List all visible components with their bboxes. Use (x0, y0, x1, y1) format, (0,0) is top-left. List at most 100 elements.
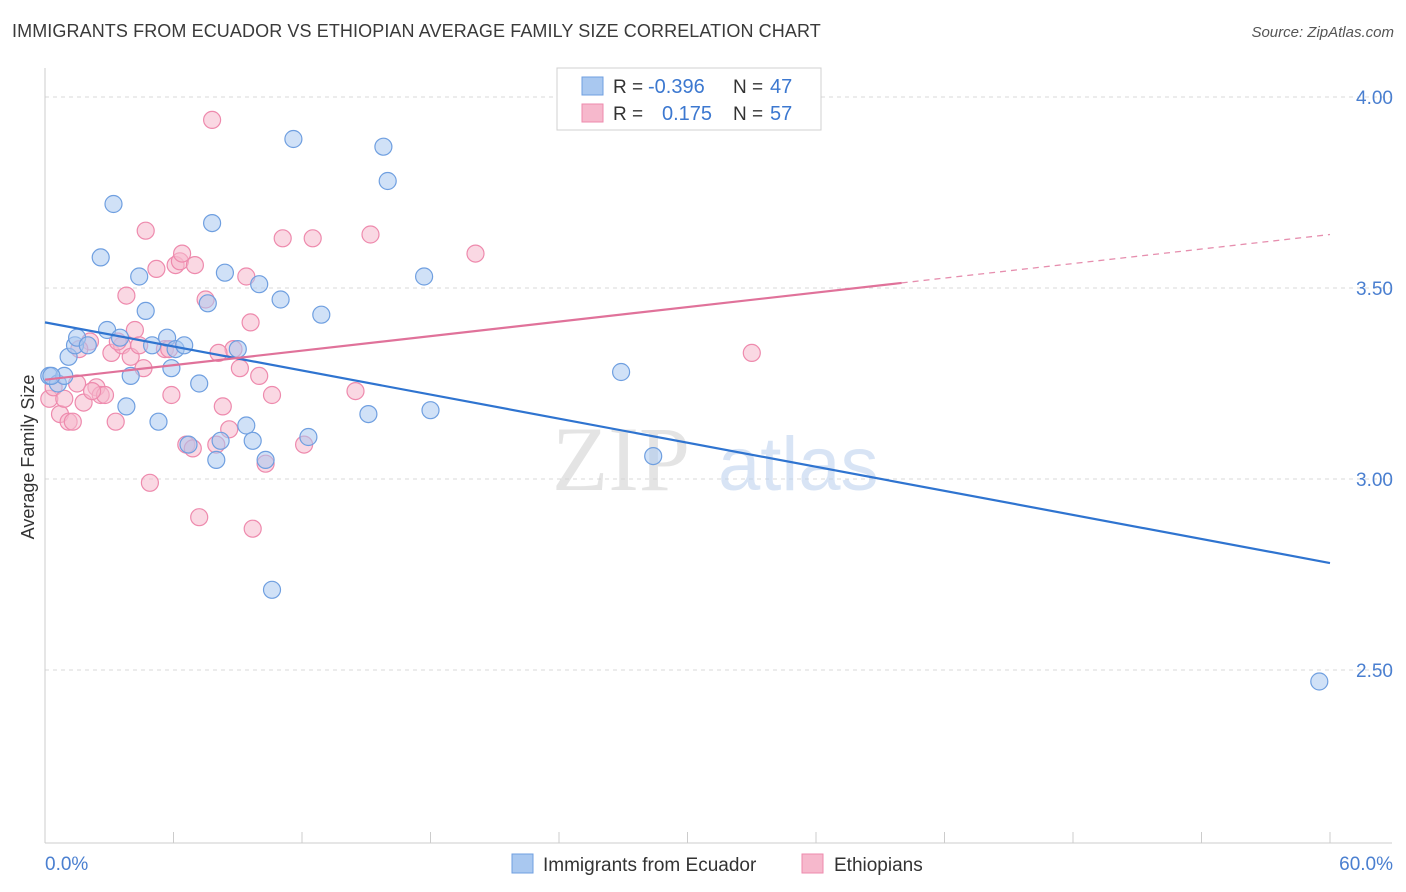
point-ethiopians (273, 229, 292, 248)
point-ethiopians (173, 244, 192, 263)
bottom-legend-swatch-ethiopians (801, 853, 824, 874)
x-tick-label: 0.0% (45, 854, 88, 875)
point-ethiopians (230, 359, 249, 378)
y-tick-label: 3.50 (1356, 279, 1393, 300)
watermark-zip: ZIP (552, 408, 690, 510)
bottom-legend-swatch-ecuador (511, 853, 534, 874)
point-ethiopians (361, 225, 380, 244)
legend-r-value-ecuador: -0.396 (648, 76, 705, 98)
point-ecuador (271, 290, 290, 309)
point-ecuador (299, 427, 318, 447)
correlation-legend: R = -0.396 N = 47 R = 0.175 N = 57 (556, 67, 822, 131)
point-ecuador (378, 171, 397, 191)
point-ethiopians (82, 382, 102, 401)
point-ethiopians (190, 508, 209, 527)
point-ecuador (415, 267, 434, 286)
point-ethiopians (106, 412, 125, 431)
y-axis-label: Average Family Size (18, 375, 38, 540)
point-ecuador (284, 129, 303, 149)
point-ecuador (237, 416, 256, 435)
point-ecuador (228, 340, 247, 359)
point-ethiopians (250, 366, 269, 385)
series-ecuador-points (40, 129, 1329, 691)
legend-r-label-ethiopians: R = (613, 104, 643, 125)
trend-line-ethiopians (44, 281, 902, 381)
trend-line-ethiopians-extension (901, 233, 1331, 284)
legend-n-label-ecuador: N = (733, 77, 763, 98)
point-ethiopians (241, 313, 260, 332)
gridlines (45, 96, 1392, 671)
source-credit: Source: ZipAtlas.com (1251, 24, 1394, 41)
point-ecuador (374, 137, 393, 156)
point-ecuador (243, 431, 262, 450)
point-ecuador (359, 405, 378, 424)
legend-r-label-ecuador: R = (613, 77, 643, 98)
point-ethiopians (117, 286, 136, 305)
point-ethiopians (213, 397, 232, 416)
legend-swatch-ethiopians (581, 103, 604, 123)
point-ecuador (211, 431, 230, 450)
point-ethiopians (147, 259, 166, 278)
point-ecuador (162, 359, 181, 378)
point-ecuador (207, 450, 226, 469)
point-ecuador (121, 366, 140, 385)
axes (44, 68, 1392, 844)
point-ecuador (644, 447, 663, 466)
legend-swatch-ecuador (581, 76, 604, 96)
point-ecuador (175, 336, 194, 355)
point-ecuador (117, 397, 136, 416)
point-ecuador (198, 294, 217, 313)
point-ethiopians (346, 382, 365, 401)
point-ethiopians (466, 244, 485, 263)
point-ecuador (256, 450, 275, 469)
point-ecuador (91, 248, 110, 267)
legend-n-label-ethiopians: N = (733, 104, 763, 125)
point-ethiopians (63, 412, 82, 431)
point-ecuador (421, 401, 440, 420)
trend-line-ecuador (44, 321, 1331, 565)
point-ethiopians (203, 110, 222, 130)
chart-title: IMMIGRANTS FROM ECUADOR VS ETHIOPIAN AVE… (12, 21, 821, 41)
point-ecuador (312, 305, 331, 324)
watermark: ZIP atlas (552, 408, 879, 510)
point-ethiopians (140, 473, 159, 492)
y-tick-label: 2.50 (1356, 661, 1393, 682)
x-tick-labels: 0.0% 60.0% (45, 854, 1393, 875)
point-ecuador (130, 267, 149, 286)
point-ecuador (143, 336, 162, 355)
point-ecuador (250, 275, 269, 294)
point-ecuador (1310, 672, 1329, 691)
point-ecuador (149, 412, 168, 431)
point-ecuador (190, 374, 209, 393)
legend-n-value-ecuador: 47 (770, 76, 792, 98)
series-legend: Immigrants from Ecuador Ethiopians (511, 853, 923, 876)
point-ethiopians (136, 221, 155, 240)
legend-r-value-ethiopians: 0.175 (662, 103, 712, 125)
point-ecuador (262, 580, 282, 599)
point-ethiopians (125, 320, 144, 340)
y-tick-label: 3.00 (1356, 470, 1393, 491)
bottom-legend-label-ethiopians: Ethiopians (834, 855, 923, 876)
point-ethiopians (262, 385, 282, 405)
point-ethiopians (55, 389, 74, 408)
y-tick-labels: 2.50 3.00 3.50 4.00 (1356, 88, 1393, 682)
trend-lines (44, 233, 1331, 565)
bottom-legend-label-ecuador: Immigrants from Ecuador (543, 855, 757, 876)
point-ethiopians (162, 385, 181, 405)
legend-n-value-ethiopians: 57 (770, 103, 792, 125)
point-ethiopians (303, 229, 322, 248)
point-ecuador (136, 301, 155, 320)
point-ethiopians (185, 256, 204, 275)
point-ecuador (78, 336, 97, 355)
x-tick-label: 60.0% (1339, 854, 1393, 875)
point-ecuador (611, 362, 631, 382)
point-ecuador (203, 214, 222, 233)
point-ethiopians (243, 519, 262, 538)
point-ethiopians (742, 343, 761, 362)
y-tick-label: 4.00 (1356, 88, 1393, 109)
point-ecuador (179, 435, 198, 454)
point-ecuador (42, 366, 61, 385)
point-ecuador (104, 194, 123, 214)
point-ecuador (215, 263, 234, 282)
